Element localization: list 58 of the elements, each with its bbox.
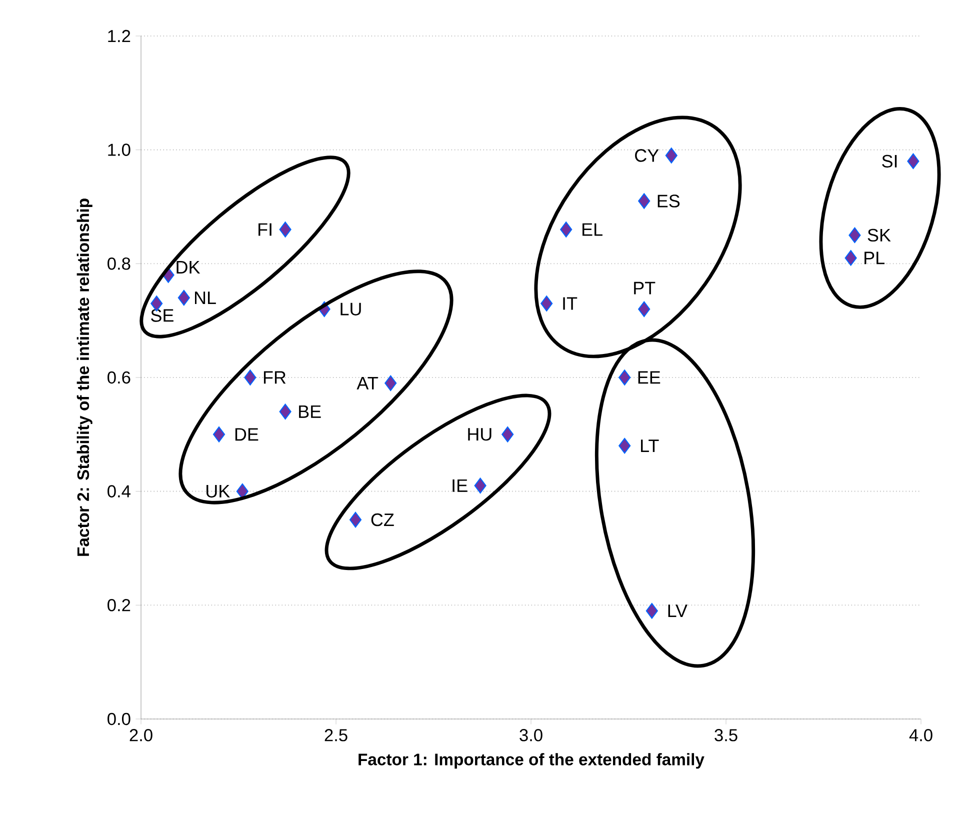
annotation: HU [468, 428, 492, 441]
point [638, 301, 650, 318]
annotation: SE [151, 309, 174, 322]
annotation: EL [582, 223, 602, 236]
point [907, 153, 920, 170]
point [646, 602, 658, 619]
point [618, 438, 631, 454]
y-tick-label: 0.6 [108, 371, 130, 384]
y-tick-label: 0.2 [108, 599, 130, 612]
point [349, 512, 362, 528]
annotation: PL [864, 252, 884, 264]
point [638, 193, 650, 209]
point [848, 227, 861, 244]
point [665, 148, 678, 164]
point [178, 290, 190, 306]
point [279, 222, 292, 238]
annotation: ES [658, 194, 680, 208]
x-tick-label: 2.5 [324, 729, 348, 742]
annotation: DE [235, 428, 258, 441]
annotation: FR [264, 371, 286, 384]
annotation: CY [635, 149, 659, 162]
x-axis-title: Factor 1: Importance of the extended family [358, 753, 704, 769]
annotation: SK [868, 228, 891, 242]
annotation: IT [563, 297, 578, 310]
x-tick-label: 3.5 [714, 729, 738, 742]
y-tick-label: 1.0 [108, 144, 130, 156]
y-tick-label: 1.2 [108, 30, 130, 42]
point [474, 478, 486, 494]
point [844, 250, 857, 266]
y-tick-label: 0.8 [108, 258, 130, 270]
y-tick-label: 0.4 [108, 485, 130, 498]
annotation: EE [638, 371, 660, 384]
y-tick-label: 0.0 [108, 712, 130, 726]
point [502, 426, 514, 442]
point [212, 426, 226, 442]
annotation: CZ [371, 513, 394, 526]
annotation: LT [641, 440, 659, 452]
annotation: LU [340, 302, 361, 316]
annotation: SI [882, 154, 897, 168]
x-tick-label: 2.0 [130, 729, 152, 742]
x-tick-label: 3.0 [520, 729, 542, 742]
annotation: PT [634, 282, 656, 294]
annotation: LV [668, 604, 688, 618]
point [618, 370, 631, 386]
annotation: DK [176, 261, 200, 274]
annotation: BE [299, 405, 321, 418]
annotation: FI [258, 223, 272, 236]
point [384, 375, 397, 392]
point [244, 370, 256, 386]
x-tick-label: 4.0 [909, 729, 932, 742]
annotation: UK [206, 485, 230, 498]
point [540, 296, 553, 312]
y-axis-title: Factor 2: Stability of the intimate relationship [76, 198, 92, 556]
annotation: AT [356, 376, 378, 390]
annotation: IE [452, 479, 468, 492]
annotation: NL [194, 292, 216, 304]
point [560, 222, 572, 238]
point [279, 404, 292, 420]
